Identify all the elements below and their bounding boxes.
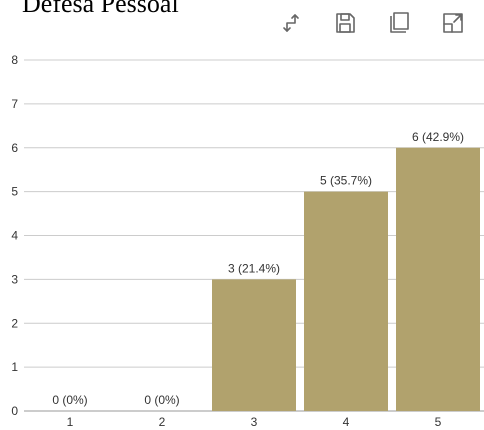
x-tick-label: 5 [435, 415, 442, 429]
swap-axes-button[interactable] [276, 8, 306, 38]
chart-title: Defesa Pessoal [22, 0, 179, 18]
bar [212, 279, 296, 411]
copy-button[interactable] [384, 8, 414, 38]
y-tick-label: 4 [11, 229, 18, 243]
y-tick-label: 1 [11, 360, 18, 374]
x-tick-label: 4 [343, 415, 350, 429]
bar [396, 147, 480, 411]
x-tick-label: 3 [251, 415, 258, 429]
y-tick-label: 0 [11, 404, 18, 418]
y-tick-label: 5 [11, 185, 18, 199]
bar [304, 191, 388, 411]
expand-button[interactable] [438, 8, 468, 38]
data-label: 0 (0%) [144, 393, 179, 407]
y-tick-label: 8 [11, 53, 18, 67]
y-tick-label: 2 [11, 316, 18, 330]
save-icon [336, 13, 355, 33]
y-tick-label: 3 [11, 272, 18, 286]
y-tick-label: 6 [11, 141, 18, 155]
expand-icon [443, 13, 463, 33]
data-label: 0 (0%) [52, 393, 87, 407]
x-tick-label: 2 [159, 415, 166, 429]
copy-icon [390, 12, 409, 33]
save-button[interactable] [330, 8, 360, 38]
x-tick-label: 1 [67, 415, 74, 429]
chart-toolbar [276, 8, 484, 38]
swap-axes-icon [283, 14, 299, 32]
data-label: 5 (35.7%) [320, 174, 372, 188]
data-label: 6 (42.9%) [412, 130, 464, 144]
y-tick-label: 7 [11, 97, 18, 111]
data-label: 3 (21.4%) [228, 261, 280, 275]
